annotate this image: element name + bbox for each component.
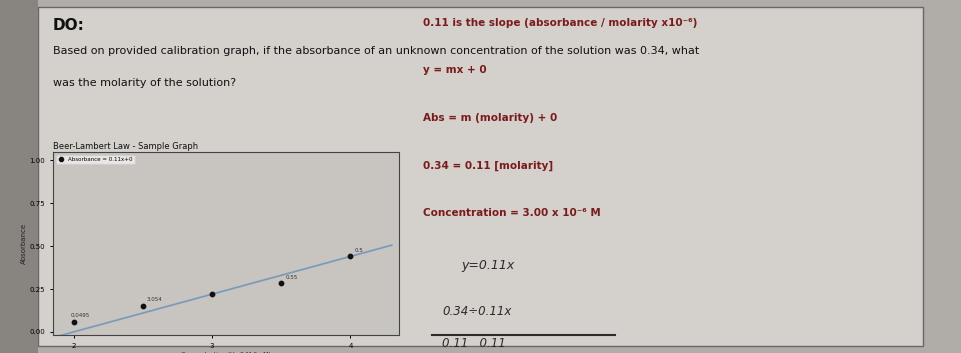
Text: y = mx + 0: y = mx + 0 <box>423 65 486 75</box>
Bar <box>0 0 38 353</box>
Legend: Absorbance = 0.11x+0: Absorbance = 0.11x+0 <box>56 155 135 164</box>
Text: Beer-Lambert Law - Sample Graph: Beer-Lambert Law - Sample Graph <box>53 142 198 151</box>
Point <box>205 291 220 297</box>
Text: 0.55: 0.55 <box>285 275 298 280</box>
Point <box>66 320 82 325</box>
Text: was the molarity of the solution?: was the molarity of the solution? <box>53 78 236 88</box>
Text: DO:: DO: <box>53 18 85 32</box>
Text: y=0.11x: y=0.11x <box>461 259 514 273</box>
FancyBboxPatch shape <box>38 7 923 346</box>
Text: Abs = m (molarity) + 0: Abs = m (molarity) + 0 <box>423 113 557 123</box>
Y-axis label: Absorbance: Absorbance <box>21 223 27 264</box>
Text: 0.34÷0.11x: 0.34÷0.11x <box>442 305 511 318</box>
Point <box>343 253 358 259</box>
Text: 0.5: 0.5 <box>355 248 363 253</box>
Point <box>136 303 151 308</box>
Point <box>274 280 289 286</box>
Text: 0.11 is the slope (absorbance / molarity x10⁻⁶): 0.11 is the slope (absorbance / molarity… <box>423 18 698 28</box>
Text: 3.054: 3.054 <box>147 297 162 302</box>
Text: Concentration = 3.00 x 10⁻⁶ M: Concentration = 3.00 x 10⁻⁶ M <box>423 208 601 218</box>
X-axis label: Concentration (U=3 M 6.uM): Concentration (U=3 M 6.uM) <box>181 352 271 353</box>
Text: 0.11   0.11: 0.11 0.11 <box>442 337 505 350</box>
Text: Based on provided calibration graph, if the absorbance of an unknown concentrati: Based on provided calibration graph, if … <box>53 46 699 56</box>
Text: 0.34 = 0.11 [molarity]: 0.34 = 0.11 [molarity] <box>423 161 553 171</box>
Text: 0.0495: 0.0495 <box>71 313 90 318</box>
